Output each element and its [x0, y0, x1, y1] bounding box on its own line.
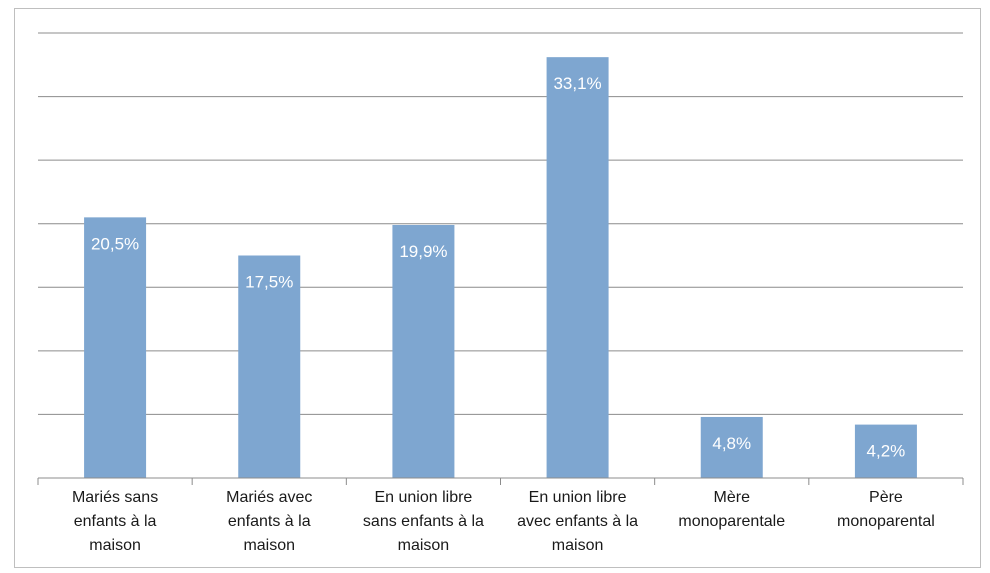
category-tick-label: Mère [714, 489, 751, 506]
data-label: 20,5% [91, 234, 139, 253]
category-tick-label: enfants à la [74, 513, 157, 530]
category-tick-label: Mariés avec [226, 489, 312, 506]
data-label: 33,1% [553, 74, 601, 93]
category-tick-label: maison [89, 537, 141, 554]
bar [84, 217, 147, 478]
value-labels: 20,5% 17,5% 19,9% 33,1% 4,8% 4,2% [91, 74, 905, 460]
chart-frame [14, 8, 981, 568]
category-tick-label: monoparentale [678, 513, 785, 530]
category-tick-label: maison [243, 537, 295, 554]
data-label: 19,9% [399, 242, 447, 261]
bars [84, 57, 917, 479]
bar [854, 424, 917, 478]
category-tick-label: En union libre [374, 489, 472, 506]
category-tick-label: maison [398, 537, 450, 554]
x-axis [37, 477, 964, 485]
category-tick-label: Mariés sans [72, 489, 158, 506]
category-tick-label: sans enfants à la [363, 513, 484, 530]
bar [546, 57, 609, 479]
data-label: 17,5% [245, 273, 293, 292]
bar [392, 224, 455, 478]
category-tick-label: monoparental [837, 513, 935, 530]
bar [238, 255, 301, 478]
category-tick-label: enfants à la [228, 513, 311, 530]
gridlines [38, 32, 963, 415]
category-tick-label: maison [552, 537, 604, 554]
data-label: 4,2% [867, 442, 906, 461]
category-tick-label: Père [869, 489, 903, 506]
category-tick-label: En union libre [529, 489, 627, 506]
category-tick-label: avec enfants à la [517, 513, 638, 530]
bar [700, 416, 763, 478]
data-label: 4,8% [712, 434, 751, 453]
category-labels: Mariés sans enfants à la maison Mariés avec… [72, 489, 935, 554]
